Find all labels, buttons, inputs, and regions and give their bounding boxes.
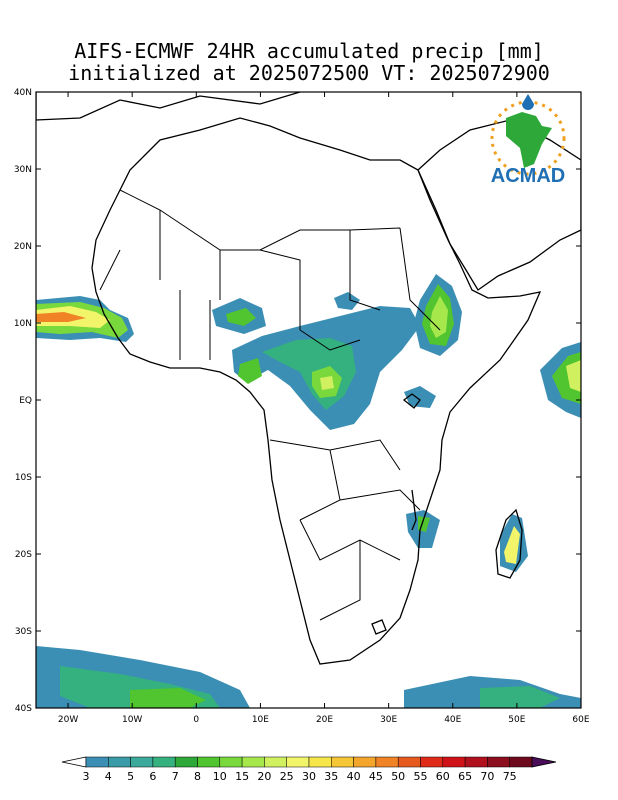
- africa-coastline: [91, 117, 542, 665]
- lat-label: 40N: [14, 88, 32, 98]
- precip-ethiopia-heavy: [430, 296, 448, 338]
- lat-label: 20S: [15, 550, 32, 560]
- colorbar-under-triangle: [61, 756, 87, 768]
- lat-label: 20N: [14, 242, 32, 252]
- colorbar-label: 15: [235, 770, 249, 783]
- precip-central-peak: [320, 376, 334, 390]
- colorbar-label: 30: [302, 770, 316, 783]
- drop-icon: [522, 94, 534, 110]
- lon-label: 20W: [58, 715, 78, 725]
- colorbar-label: 25: [280, 770, 294, 783]
- precip-field: [36, 274, 581, 708]
- precip-lake-victoria: [404, 386, 436, 408]
- africa-logo-icon: [506, 112, 552, 168]
- lat-label: 30N: [14, 165, 32, 175]
- colorbar-box: [264, 756, 287, 768]
- colorbar-box: [397, 756, 421, 768]
- colorbar-label: 45: [369, 770, 383, 783]
- lat-label: 10S: [15, 473, 32, 483]
- colorbar-label: 5: [127, 770, 134, 783]
- colorbar-box: [487, 756, 510, 768]
- colorbar-box: [197, 756, 221, 768]
- lesotho-outline: [371, 619, 387, 635]
- colorbar-label: 20: [257, 770, 271, 783]
- lon-label: 0: [193, 715, 199, 725]
- precip-west-atlantic-intense: [36, 312, 86, 322]
- precip-south-atlantic-core: [130, 688, 206, 708]
- precip-south-indian-mod: [480, 686, 560, 708]
- lat-label: EQ: [19, 396, 32, 406]
- colorbar-label: 35: [324, 770, 338, 783]
- madagascar-coastline: [495, 508, 523, 579]
- colorbar-label: 7: [172, 770, 179, 783]
- colorbar-box: [308, 756, 332, 768]
- lon-label: 40E: [444, 715, 461, 725]
- lon-label: 10E: [252, 715, 269, 725]
- logo-text: ACMAD: [491, 165, 565, 187]
- europe-coastline: [36, 92, 301, 121]
- country-borders: [99, 189, 441, 621]
- colorbar-box: [152, 756, 176, 768]
- colorbar-box: [108, 756, 131, 768]
- acmad-logo: ACMAD: [490, 94, 566, 187]
- colorbar-label: 50: [391, 770, 405, 783]
- colorbar-box: [464, 756, 488, 768]
- colorbar-box: [331, 756, 354, 768]
- colorbar-label: 65: [458, 770, 472, 783]
- lon-label: 30E: [380, 715, 397, 725]
- lat-label: 30S: [15, 627, 32, 637]
- colorbar-box: [85, 756, 109, 768]
- arabia-coastline: [417, 119, 581, 291]
- colorbar-label: 6: [149, 770, 156, 783]
- lake-malawi-outline: [411, 489, 417, 531]
- precip-sahel-mod: [226, 308, 256, 326]
- colorbar-label: 55: [414, 770, 428, 783]
- lon-label: 50E: [508, 715, 525, 725]
- colorbar-box: [353, 756, 377, 768]
- chart-title-line2: initialized at 2025072500 VT: 2025072900: [68, 61, 550, 85]
- colorbar-box: [420, 756, 444, 768]
- colorbar-over-triangle: [531, 756, 557, 768]
- precip-chad-dot: [334, 292, 360, 310]
- colorbar-label: 60: [436, 770, 450, 783]
- colorbar-box: [442, 756, 466, 768]
- precip-madagascar-mod: [504, 526, 520, 564]
- lat-label: 10N: [14, 319, 32, 329]
- colorbar-label: 75: [503, 770, 517, 783]
- colorbar-label: 70: [480, 770, 494, 783]
- colorbar-label: 10: [213, 770, 227, 783]
- colorbar-box: [130, 756, 154, 768]
- lon-label: 20E: [316, 715, 333, 725]
- colorbar-box: [375, 756, 399, 768]
- colorbar-box: [241, 756, 265, 768]
- colorbar-box: [219, 756, 243, 768]
- colorbar-label: 4: [105, 770, 112, 783]
- colorbar: 3 4 5 6 7 8 10 15 20 25 30 35 40 45 50 55 60 65 70 75: [61, 756, 557, 783]
- precip-indian-ocean-heavy: [566, 360, 581, 392]
- lon-label: 10W: [122, 715, 142, 725]
- colorbar-box: [174, 756, 198, 768]
- coastlines: [36, 92, 581, 665]
- lake-victoria-outline: [402, 393, 421, 409]
- colorbar-label: 3: [83, 770, 90, 783]
- colorbar-box: [286, 756, 310, 768]
- precip-cameroon: [238, 358, 262, 384]
- lat-label: 40S: [15, 704, 32, 714]
- colorbar-box: [509, 756, 533, 768]
- colorbar-label: 8: [194, 770, 201, 783]
- chart-title-line1: AIFS-ECMWF 24HR accumulated precip [mm]: [74, 39, 544, 63]
- lon-label: 60E: [572, 715, 589, 725]
- colorbar-label: 40: [347, 770, 361, 783]
